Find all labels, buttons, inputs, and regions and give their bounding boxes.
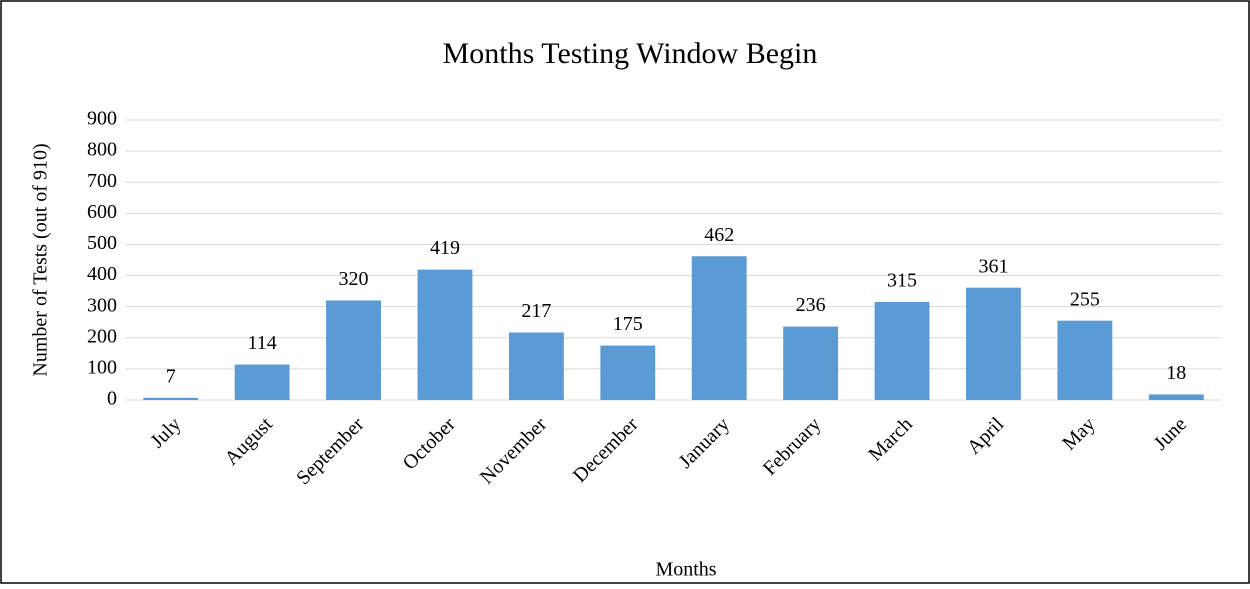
bar: [326, 300, 381, 400]
bar: [508, 332, 564, 400]
y-tick-label: 200: [87, 325, 117, 347]
chart-title: Months Testing Window Begin: [443, 37, 818, 70]
data-label: 320: [339, 268, 369, 290]
bar: [143, 397, 199, 400]
bar: [966, 287, 1021, 400]
y-tick-label: 900: [87, 108, 117, 130]
y-tick-label: 700: [87, 170, 117, 192]
data-label: 175: [613, 313, 643, 335]
data-label: 7: [166, 365, 176, 387]
bar: [234, 364, 290, 400]
y-tick-label: 300: [87, 294, 117, 316]
data-label: 114: [247, 332, 276, 354]
y-tick-label: 400: [87, 263, 117, 285]
x-axis-label: Months: [655, 559, 716, 581]
y-tick-label: 600: [87, 201, 117, 223]
data-label: 315: [887, 270, 917, 292]
data-label: 217: [521, 300, 551, 322]
bar: [874, 302, 930, 400]
y-axis-label: Number of Tests (out of 910): [30, 143, 52, 376]
data-label: 462: [704, 224, 734, 246]
data-label: 255: [1070, 288, 1100, 310]
bar: [1148, 394, 1204, 400]
data-label: 419: [430, 237, 460, 259]
y-tick-label: 100: [87, 356, 117, 378]
bar: [783, 326, 839, 400]
bar: [600, 345, 656, 400]
y-tick-label: 0: [107, 388, 117, 410]
data-label: 361: [978, 255, 1008, 277]
bar: [691, 256, 747, 400]
data-label: 236: [796, 294, 826, 316]
bar: [417, 269, 473, 400]
y-tick-label: 800: [87, 139, 117, 161]
bar: [1057, 320, 1113, 400]
data-label: 18: [1166, 362, 1186, 384]
y-tick-label: 500: [87, 232, 117, 254]
